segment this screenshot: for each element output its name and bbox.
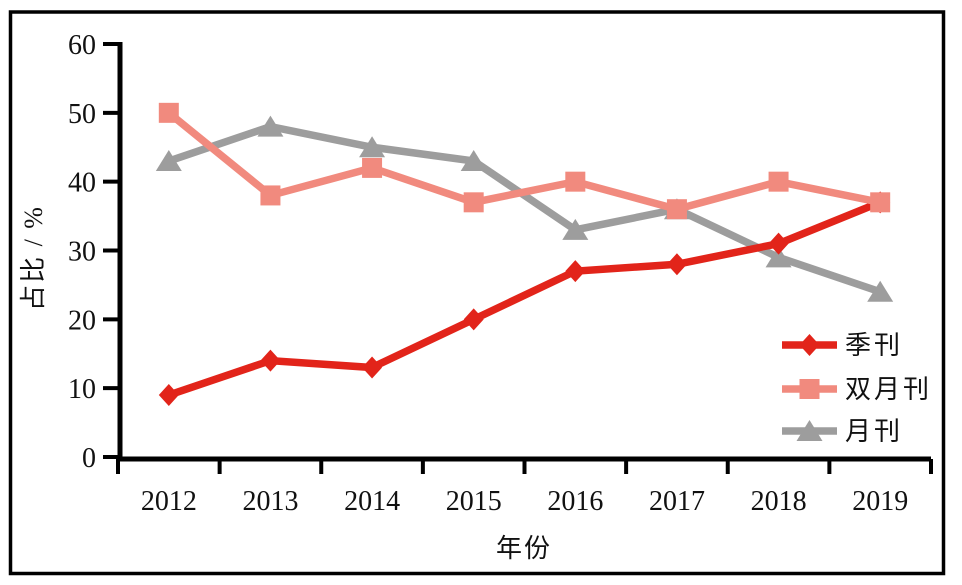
- y-axis-title: 占比 / %: [19, 205, 48, 311]
- square-marker: [260, 185, 281, 206]
- diamond-marker: [565, 260, 586, 283]
- x-tick-label: 2014: [344, 486, 400, 517]
- diamond-marker: [799, 334, 820, 356]
- y-tick-label: 40: [68, 168, 96, 199]
- x-tick-label: 2018: [751, 486, 807, 517]
- axes: 0 10 20 30 40 50 60 2012 2013 2014 2015 2016 2017 201…: [68, 30, 933, 517]
- y-tick-label: 20: [68, 305, 96, 336]
- triangle-marker: [460, 150, 487, 172]
- x-tick-label: 2016: [547, 486, 603, 517]
- triangle-marker: [155, 150, 182, 172]
- y-tick-label: 0: [82, 443, 96, 474]
- legend-label: 双月刊: [845, 375, 932, 404]
- series-line: [167, 198, 882, 399]
- y-tick-label: 50: [68, 99, 96, 130]
- y-tick-label: 30: [68, 237, 96, 268]
- legend-item: 月刊: [782, 417, 903, 446]
- square-marker: [666, 199, 687, 220]
- square-marker: [870, 192, 891, 213]
- square-marker: [362, 157, 383, 178]
- x-axis-title: 年份: [496, 534, 552, 563]
- x-tick-label: 2017: [649, 486, 705, 517]
- triangle-marker: [867, 280, 894, 302]
- diamond-marker: [768, 232, 789, 255]
- data-series: [155, 102, 894, 407]
- legend-item: 双月刊: [782, 375, 932, 404]
- x-tick-label: 2015: [446, 486, 502, 517]
- square-marker: [463, 192, 484, 213]
- y-tick-label: 10: [68, 374, 96, 405]
- diamond-marker: [463, 308, 484, 331]
- square-marker: [799, 379, 820, 399]
- x-tick-label: 2013: [242, 486, 298, 517]
- diamond-marker: [362, 356, 383, 379]
- triangle-marker: [257, 115, 284, 137]
- square-marker: [565, 171, 586, 192]
- triangle-marker: [765, 246, 792, 268]
- triangle-marker: [796, 420, 823, 441]
- diamond-marker: [666, 253, 687, 276]
- legend-item: 季刊: [782, 331, 903, 360]
- x-tick-label: 2012: [141, 486, 197, 517]
- diamond-marker: [158, 384, 179, 407]
- diamond-marker: [260, 349, 281, 372]
- square-marker: [158, 102, 179, 123]
- series-line: [166, 109, 881, 214]
- x-tick-label: 2019: [852, 486, 908, 517]
- square-marker: [768, 171, 789, 192]
- series-square: [158, 102, 891, 220]
- legend-label: 月刊: [845, 417, 903, 446]
- y-tick-label: 60: [68, 30, 96, 61]
- triangle-marker: [359, 136, 386, 158]
- legend-label: 季刊: [845, 331, 903, 360]
- triangle-marker: [562, 218, 589, 240]
